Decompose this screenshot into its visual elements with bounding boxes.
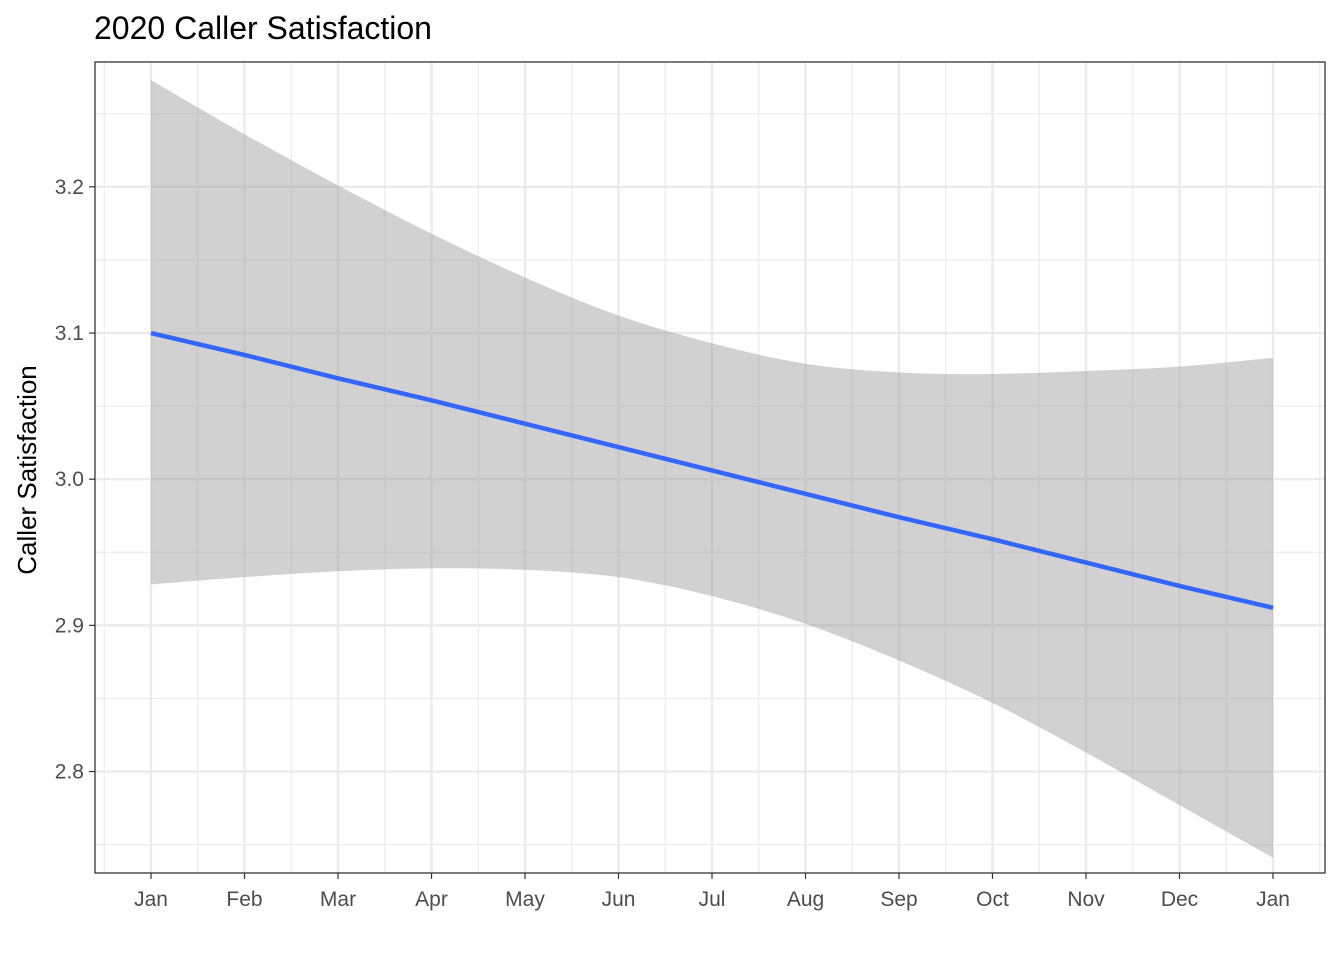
x-tick-label: Dec — [1161, 888, 1198, 911]
x-tick-label: Apr — [415, 888, 448, 911]
y-tick-label: 2.8 — [55, 761, 84, 784]
y-axis-label: Caller Satisfaction — [12, 365, 42, 575]
x-tick-label: Nov — [1067, 888, 1105, 911]
x-tick-label: Sep — [880, 888, 917, 911]
x-axis: Jan Feb Mar Apr May Jun Jul Aug Sep Oct Nov Dec Jan — [134, 873, 1290, 911]
x-tick-label: Mar — [320, 888, 356, 911]
x-tick-label: Oct — [976, 888, 1009, 911]
x-tick-label: Jul — [699, 888, 726, 911]
y-tick-label: 3.2 — [55, 176, 84, 199]
x-tick-label: Jan — [1256, 888, 1290, 911]
panel-border — [94, 61, 1326, 874]
plot-panel — [94, 61, 1326, 874]
x-tick-label: May — [505, 888, 545, 911]
x-tick-label: Aug — [787, 888, 824, 911]
y-axis: 2.8 2.9 3.0 3.1 3.2 — [55, 176, 95, 784]
y-tick-label: 2.9 — [55, 614, 84, 637]
y-tick-label: 3.0 — [55, 468, 84, 491]
trend-line — [150, 330, 1274, 611]
trend-line-layer — [150, 330, 1274, 611]
gridlines — [95, 62, 1325, 873]
x-tick-label: Jan — [134, 888, 168, 911]
y-tick-label: 3.1 — [55, 322, 84, 345]
chart-title: 2020 Caller Satisfaction — [94, 10, 432, 46]
x-tick-label: Jun — [602, 888, 636, 911]
x-tick-label: Feb — [226, 888, 262, 911]
